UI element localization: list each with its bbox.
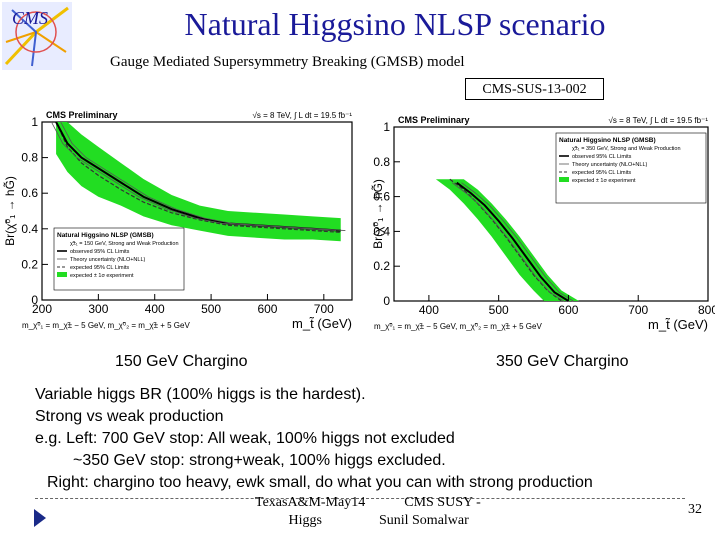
legend-entry: expected 95% CL Limits [70,265,129,271]
footer-author: Sunil Somalwar [378,513,469,528]
cms-logo: CMS [2,2,72,70]
legend-entry: observed 95% CL Limits [70,249,130,255]
y-tick-label: 0.6 [373,190,390,204]
y-tick-label: 0.2 [373,259,390,273]
footer-group: CMS SUSY - [404,495,481,510]
plot-header: CMS Preliminary [46,110,118,120]
x-tick-label: 400 [145,302,165,316]
y-tick-label: 1 [31,115,38,129]
left-exclusion-plot: 200 300 400 500 600 700 0 0.2 0.4 0.6 0.8 1 CMS Pre… [2,110,353,331]
x-tick-label: 300 [88,302,108,316]
x-axis-label: m_t̃ (GeV) [292,316,352,331]
legend-swatch-band [57,272,67,277]
cms-logo-mark [4,6,69,67]
slide-subtitle: Gauge Mediated Supersymmetry Breaking (G… [110,54,465,70]
page-number: 32 [688,502,702,517]
slide-title: Natural Higgsino NLSP scenario [184,6,606,42]
footer-event: TexasA&M-May14 [255,495,366,510]
footer: TexasA&M-May14 CMS SUSY - Higgs Sunil So… [255,494,481,530]
caption-right: 350 GeV Chargino [496,353,629,370]
footer-topic: Higgs [288,513,322,528]
expected-limit-line [449,178,562,302]
legend-entry: expected ± 1σ experiment [572,178,636,184]
legend-title: Natural Higgsino NLSP (GMSB) [559,137,656,144]
right-exclusion-plot: 400 500 600 700 800 0 0.2 0.4 0.6 0.8 1 CMS Prelim… [370,115,715,332]
legend-entry: expected 95% CL Limits [572,170,631,176]
y-tick-label: 0.6 [21,186,38,200]
footer-divider [35,498,685,499]
caption-left: 150 GeV Chargino [115,353,248,370]
mass-note: m_χ̃⁰₁ = m_χ̃± − 5 GeV, m_χ̃⁰₂ = m_χ̃± +… [22,321,190,330]
body-line-5: Right: chargino too heavy, ewk small, do… [47,474,593,491]
y-axis-label: Br(χ̃⁰₁ → hG̃) [370,179,385,249]
y-tick-label: 0.4 [21,222,38,236]
expected-limit-line [55,121,341,233]
expected-1sigma-band [435,179,579,301]
legend-box [555,132,707,204]
y-axis-label: Br(χ̃⁰₁ → hG̃) [2,176,17,246]
body-line-1: Variable higgs BR (100% higgs is the har… [35,386,366,403]
theory-uncertainty-down [451,182,564,302]
x-tick-label: 500 [201,302,221,316]
x-tick-label: 400 [419,303,439,317]
body-text: Variable higgs BR (100% higgs is the har… [35,384,593,494]
y-tick-label: 0.8 [21,151,38,165]
x-tick-label: 200 [32,302,52,316]
legend-entry: χ̃±₁ = 150 GeV, Strong and Weak Producti… [70,241,179,247]
legend-box [53,227,185,291]
body-line-3: e.g. Left: 700 GeV stop: All weak, 100% … [35,430,455,447]
theory-uncertainty-up [461,182,574,302]
y-tick-label: 0 [31,293,38,307]
y-tick-label: 0 [383,294,390,308]
observed-limit-line [456,181,569,302]
legend-entry: expected ± 1σ experiment [70,273,134,279]
x-tick-label: 700 [314,302,334,316]
cms-logo-text: CMS [12,8,48,28]
analysis-reference: CMS-SUS-13-002 [465,78,604,100]
x-tick-label: 700 [628,303,648,317]
y-tick-label: 0.8 [373,155,390,169]
mass-note: m_χ̃⁰₁ = m_χ̃± − 5 GeV, m_χ̃⁰₂ = m_χ̃± +… [374,322,542,331]
x-tick-label: 600 [558,303,578,317]
y-tick-label: 0.2 [21,257,38,271]
legend-swatch-band [559,177,569,182]
x-tick-label: 500 [489,303,509,317]
theory-uncertainty-down [51,121,337,231]
x-tick-label: 600 [257,302,277,316]
legend-entry: observed 95% CL Limits [572,154,632,160]
nav-forward-icon[interactable] [33,508,47,528]
legend-entry: χ̃±₁ = 350 GeV, Strong and Weak Producti… [572,146,681,152]
x-tick-label: 800 [698,303,715,317]
plot-energy-lumi: √s = 8 TeV, ∫ L dt = 19.5 fb⁻¹ [253,111,353,120]
legend-entry: Theory uncertainty (NLO+NLL) [70,257,146,263]
legend-entry: Theory uncertainty (NLO+NLL) [572,162,648,168]
y-tick-label: 1 [383,120,390,134]
plot-energy-lumi: √s = 8 TeV, ∫ L dt = 19.5 fb⁻¹ [609,116,709,125]
body-line-2: Strong vs weak production [35,408,224,425]
theory-uncertainty-up [60,121,346,231]
x-axis-label: m_t̃ (GeV) [648,317,708,332]
legend-title: Natural Higgsino NLSP (GMSB) [57,232,154,239]
body-line-4: ~350 GeV stop: strong+weak, 100% higgs e… [73,452,446,469]
plot-header: CMS Preliminary [398,115,470,125]
y-tick-label: 0.4 [373,224,390,238]
